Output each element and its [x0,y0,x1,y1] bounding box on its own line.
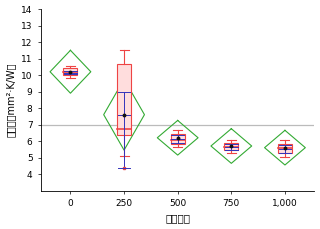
Bar [171,134,185,144]
Y-axis label: 熱抵抗（mm²·K/W）: 熱抵抗（mm²·K/W） [5,63,16,137]
Bar [63,68,77,75]
Bar [117,63,131,135]
Bar [224,143,238,150]
Bar [278,144,292,153]
X-axis label: サイクル: サイクル [165,213,190,224]
